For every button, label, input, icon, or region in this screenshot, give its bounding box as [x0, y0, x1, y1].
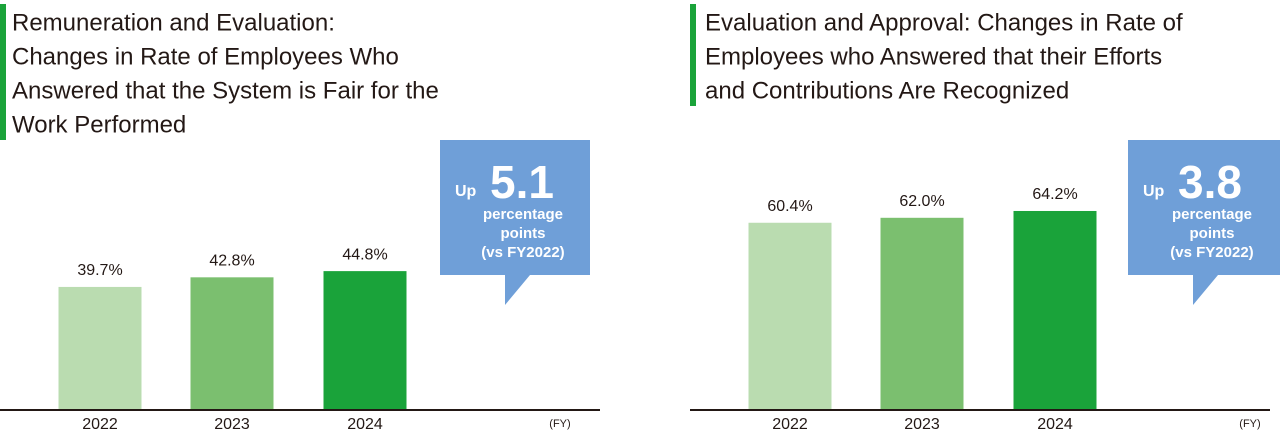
- x-tick-label: 2023: [214, 416, 250, 432]
- callout-prefix: Up: [1143, 183, 1165, 200]
- x-tick-label: 2024: [1037, 416, 1073, 432]
- chart-title: Evaluation and Approval: Changes in Rate…: [705, 9, 1183, 36]
- title-accent: [690, 4, 696, 106]
- callout-text: (vs FY2022): [481, 244, 564, 261]
- value-label: 42.8%: [209, 253, 254, 270]
- x-tick-label: 2022: [772, 416, 808, 432]
- chart-title: Remuneration and Evaluation:: [12, 9, 335, 36]
- x-unit: (FY): [1239, 418, 1260, 430]
- x-tick-label: 2023: [904, 416, 940, 432]
- value-label: 62.0%: [899, 193, 944, 210]
- value-label: 44.8%: [342, 246, 387, 263]
- x-tick-label: 2024: [347, 416, 383, 432]
- callout-value: 3.8: [1178, 156, 1242, 208]
- callout-box: [1128, 140, 1280, 305]
- callout-text: (vs FY2022): [1170, 244, 1253, 261]
- callout-text: points: [1190, 225, 1235, 242]
- callout-prefix: Up: [455, 183, 477, 200]
- chart-title: Answered that the System is Fair for the: [12, 77, 439, 104]
- chart-title: and Contributions Are Recognized: [705, 77, 1069, 104]
- value-label: 39.7%: [77, 262, 122, 279]
- callout-text: percentage: [1172, 206, 1252, 223]
- value-label: 64.2%: [1032, 186, 1077, 203]
- bar: [190, 277, 274, 410]
- callout-value: 5.1: [490, 156, 554, 208]
- value-label: 60.4%: [767, 198, 812, 215]
- bar: [748, 222, 832, 410]
- x-unit: (FY): [549, 418, 570, 430]
- x-tick-label: 2022: [82, 416, 118, 432]
- title-accent: [0, 4, 6, 140]
- callout-text: points: [501, 225, 546, 242]
- callout-text: percentage: [483, 206, 563, 223]
- bar: [323, 271, 407, 410]
- bar: [58, 286, 142, 410]
- bar: [1013, 210, 1097, 410]
- bar: [880, 217, 964, 410]
- callout-box: [440, 140, 590, 305]
- chart-title: Employees who Answered that their Effort…: [705, 43, 1162, 70]
- chart-title: Work Performed: [12, 111, 186, 138]
- chart-title: Changes in Rate of Employees Who: [12, 43, 399, 70]
